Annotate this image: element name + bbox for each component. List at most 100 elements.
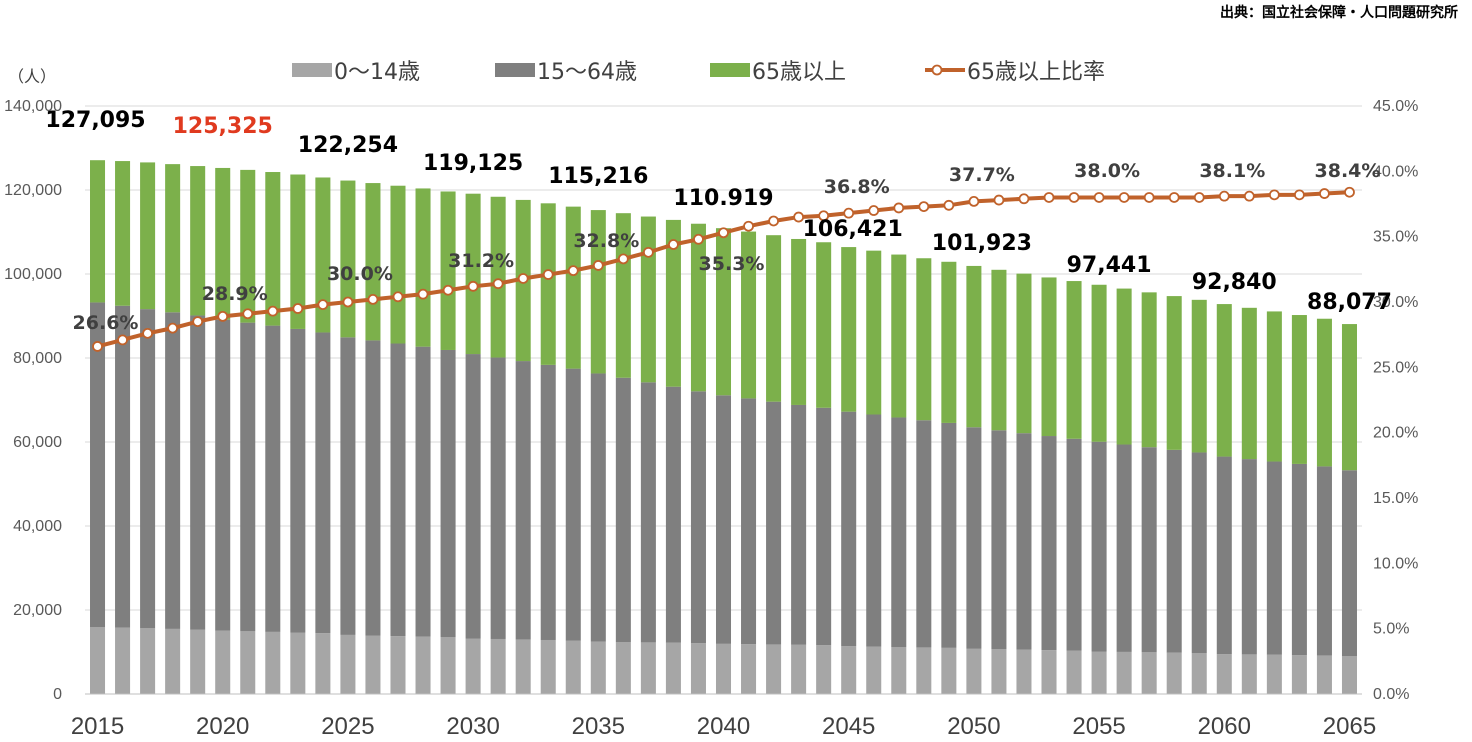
bar-segment	[290, 174, 306, 329]
x-tick-label: 2035	[572, 713, 625, 740]
bar-segment	[1216, 456, 1232, 655]
ratio-point	[92, 341, 103, 352]
bar-segment	[165, 628, 181, 694]
bar-segment	[966, 265, 982, 428]
bar-segment	[340, 180, 356, 338]
bar-segment	[1341, 470, 1357, 657]
ratio-point	[993, 194, 1005, 206]
right-axis: 0.0% 5.0% 10.0% 15.0% 20.0% 25.0% 30.0% 35.0% 40…	[1373, 98, 1418, 703]
bar-segment	[665, 642, 681, 694]
bar-segment	[966, 648, 982, 694]
bar-segment	[115, 305, 131, 628]
bar-segment	[916, 647, 932, 694]
bar-segment	[1316, 318, 1332, 467]
total-label: 92,840	[1192, 270, 1277, 295]
bar-segment	[1316, 655, 1332, 694]
bar-segment	[490, 357, 506, 639]
bar-segment	[1266, 461, 1282, 655]
bar-segment	[515, 639, 531, 694]
y-tick-label: 80,000	[13, 350, 62, 367]
bar-segment	[265, 631, 281, 694]
bar-segment	[640, 216, 656, 383]
bar-segment	[1041, 277, 1057, 437]
ratio-point	[417, 288, 429, 300]
ratio-point	[968, 195, 980, 207]
legend-marker	[931, 64, 943, 76]
bar-segment	[415, 346, 431, 637]
bar-segment	[1241, 307, 1257, 460]
x-tick-label: 2060	[1198, 713, 1251, 740]
bar-segment	[215, 167, 231, 320]
ratio-point	[943, 199, 955, 211]
bar-segment	[365, 340, 381, 636]
y-tick-label: 20,000	[13, 602, 62, 619]
bar-segment	[1241, 654, 1257, 694]
bar-segment	[365, 635, 381, 694]
ratio-line	[92, 186, 1355, 352]
bar-segment	[991, 430, 1007, 650]
ratio-point	[743, 220, 754, 232]
ratio-point	[467, 280, 479, 292]
ratio-point	[1143, 192, 1155, 203]
bar-segment	[991, 269, 1007, 431]
y2-tick-label: 35.0%	[1373, 229, 1418, 246]
bar-segment	[891, 254, 907, 418]
ratio-point	[192, 316, 204, 328]
total-label: 125,325	[173, 114, 273, 139]
y-tick-label: 0	[53, 686, 62, 703]
bars	[90, 160, 1357, 694]
bar-segment	[1041, 436, 1057, 651]
bar-segment	[1191, 452, 1207, 654]
bar-segment	[640, 382, 656, 643]
bar-segment	[240, 169, 256, 323]
bar-segment	[415, 188, 431, 347]
bar-segment	[866, 250, 882, 415]
bar-segment	[816, 242, 832, 408]
ratio-point	[1243, 190, 1255, 202]
ratio-point	[718, 227, 729, 239]
ratio-point	[793, 211, 805, 223]
ratio-point	[117, 334, 128, 346]
bar-segment	[290, 632, 306, 694]
bar-segment	[690, 223, 706, 392]
bar-segment	[190, 166, 206, 316]
bar-segment	[715, 228, 732, 396]
ratio-point	[1093, 192, 1105, 203]
bar-segment	[140, 628, 156, 694]
bar-segment	[315, 177, 331, 333]
ratio-point	[592, 260, 604, 271]
x-tick-label: 2065	[1323, 713, 1376, 740]
y2-tick-label: 15.0%	[1373, 490, 1418, 507]
bar-segment	[1066, 650, 1082, 694]
bar-segment	[841, 646, 857, 694]
ratio-point	[292, 303, 304, 314]
ratio-point	[267, 305, 279, 317]
total-label: 119,125	[423, 151, 523, 176]
bar-segment	[215, 319, 231, 631]
bar-segment	[490, 196, 506, 358]
bar-segment	[290, 328, 306, 633]
bar-segment	[766, 644, 782, 694]
ratio-point	[442, 284, 454, 296]
bar-segment	[240, 322, 256, 632]
bar-segment	[415, 636, 431, 694]
bar-segment	[615, 642, 631, 694]
ratio-point	[1168, 192, 1180, 203]
bar-segment	[215, 630, 231, 694]
bar-segment	[665, 386, 681, 643]
bar-segment	[1291, 315, 1307, 464]
bar-segment	[715, 395, 732, 644]
ratio-point	[542, 269, 554, 280]
bar-segment	[866, 414, 882, 647]
bar-segment	[565, 640, 581, 694]
ratio-point	[317, 299, 329, 311]
x-tick-label: 2020	[196, 713, 249, 740]
y-axis-unit: （人）	[8, 67, 56, 86]
ratio-point	[818, 210, 830, 222]
bar-segment	[1166, 449, 1182, 653]
bar-segment	[490, 638, 506, 694]
bar-segment	[465, 193, 481, 355]
bar-segment	[590, 210, 606, 374]
total-label: 115,216	[548, 164, 648, 189]
ratio-point	[1043, 192, 1055, 203]
